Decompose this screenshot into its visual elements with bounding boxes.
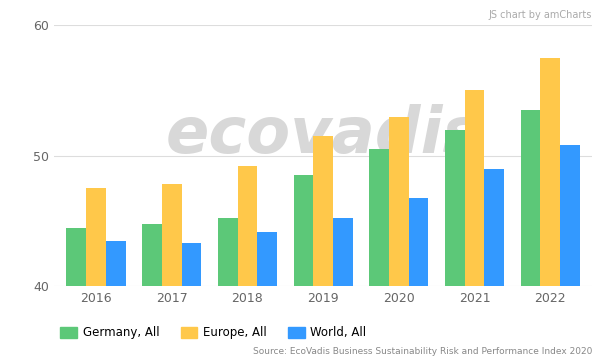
- Bar: [182, 243, 201, 286]
- Bar: [369, 149, 389, 286]
- Bar: [294, 175, 313, 286]
- Bar: [142, 224, 162, 286]
- Bar: [333, 218, 353, 286]
- Bar: [464, 90, 484, 286]
- Bar: [162, 184, 182, 286]
- Bar: [541, 58, 560, 286]
- Bar: [313, 136, 333, 286]
- Bar: [218, 218, 237, 286]
- Bar: [389, 116, 409, 286]
- Text: Source: EcoVadis Business Sustainability Risk and Performance Index 2020: Source: EcoVadis Business Sustainability…: [252, 347, 592, 356]
- Bar: [257, 232, 277, 286]
- Bar: [237, 166, 257, 286]
- Text: JS chart by amCharts: JS chart by amCharts: [489, 10, 592, 20]
- Bar: [445, 130, 464, 286]
- Bar: [86, 188, 106, 286]
- Legend: Germany, All, Europe, All, World, All: Germany, All, Europe, All, World, All: [60, 326, 367, 339]
- Bar: [66, 228, 86, 286]
- Bar: [484, 169, 504, 286]
- Bar: [106, 241, 126, 286]
- Bar: [409, 198, 428, 286]
- Bar: [560, 145, 580, 286]
- Bar: [521, 110, 541, 286]
- Text: ecovadis: ecovadis: [165, 104, 481, 166]
